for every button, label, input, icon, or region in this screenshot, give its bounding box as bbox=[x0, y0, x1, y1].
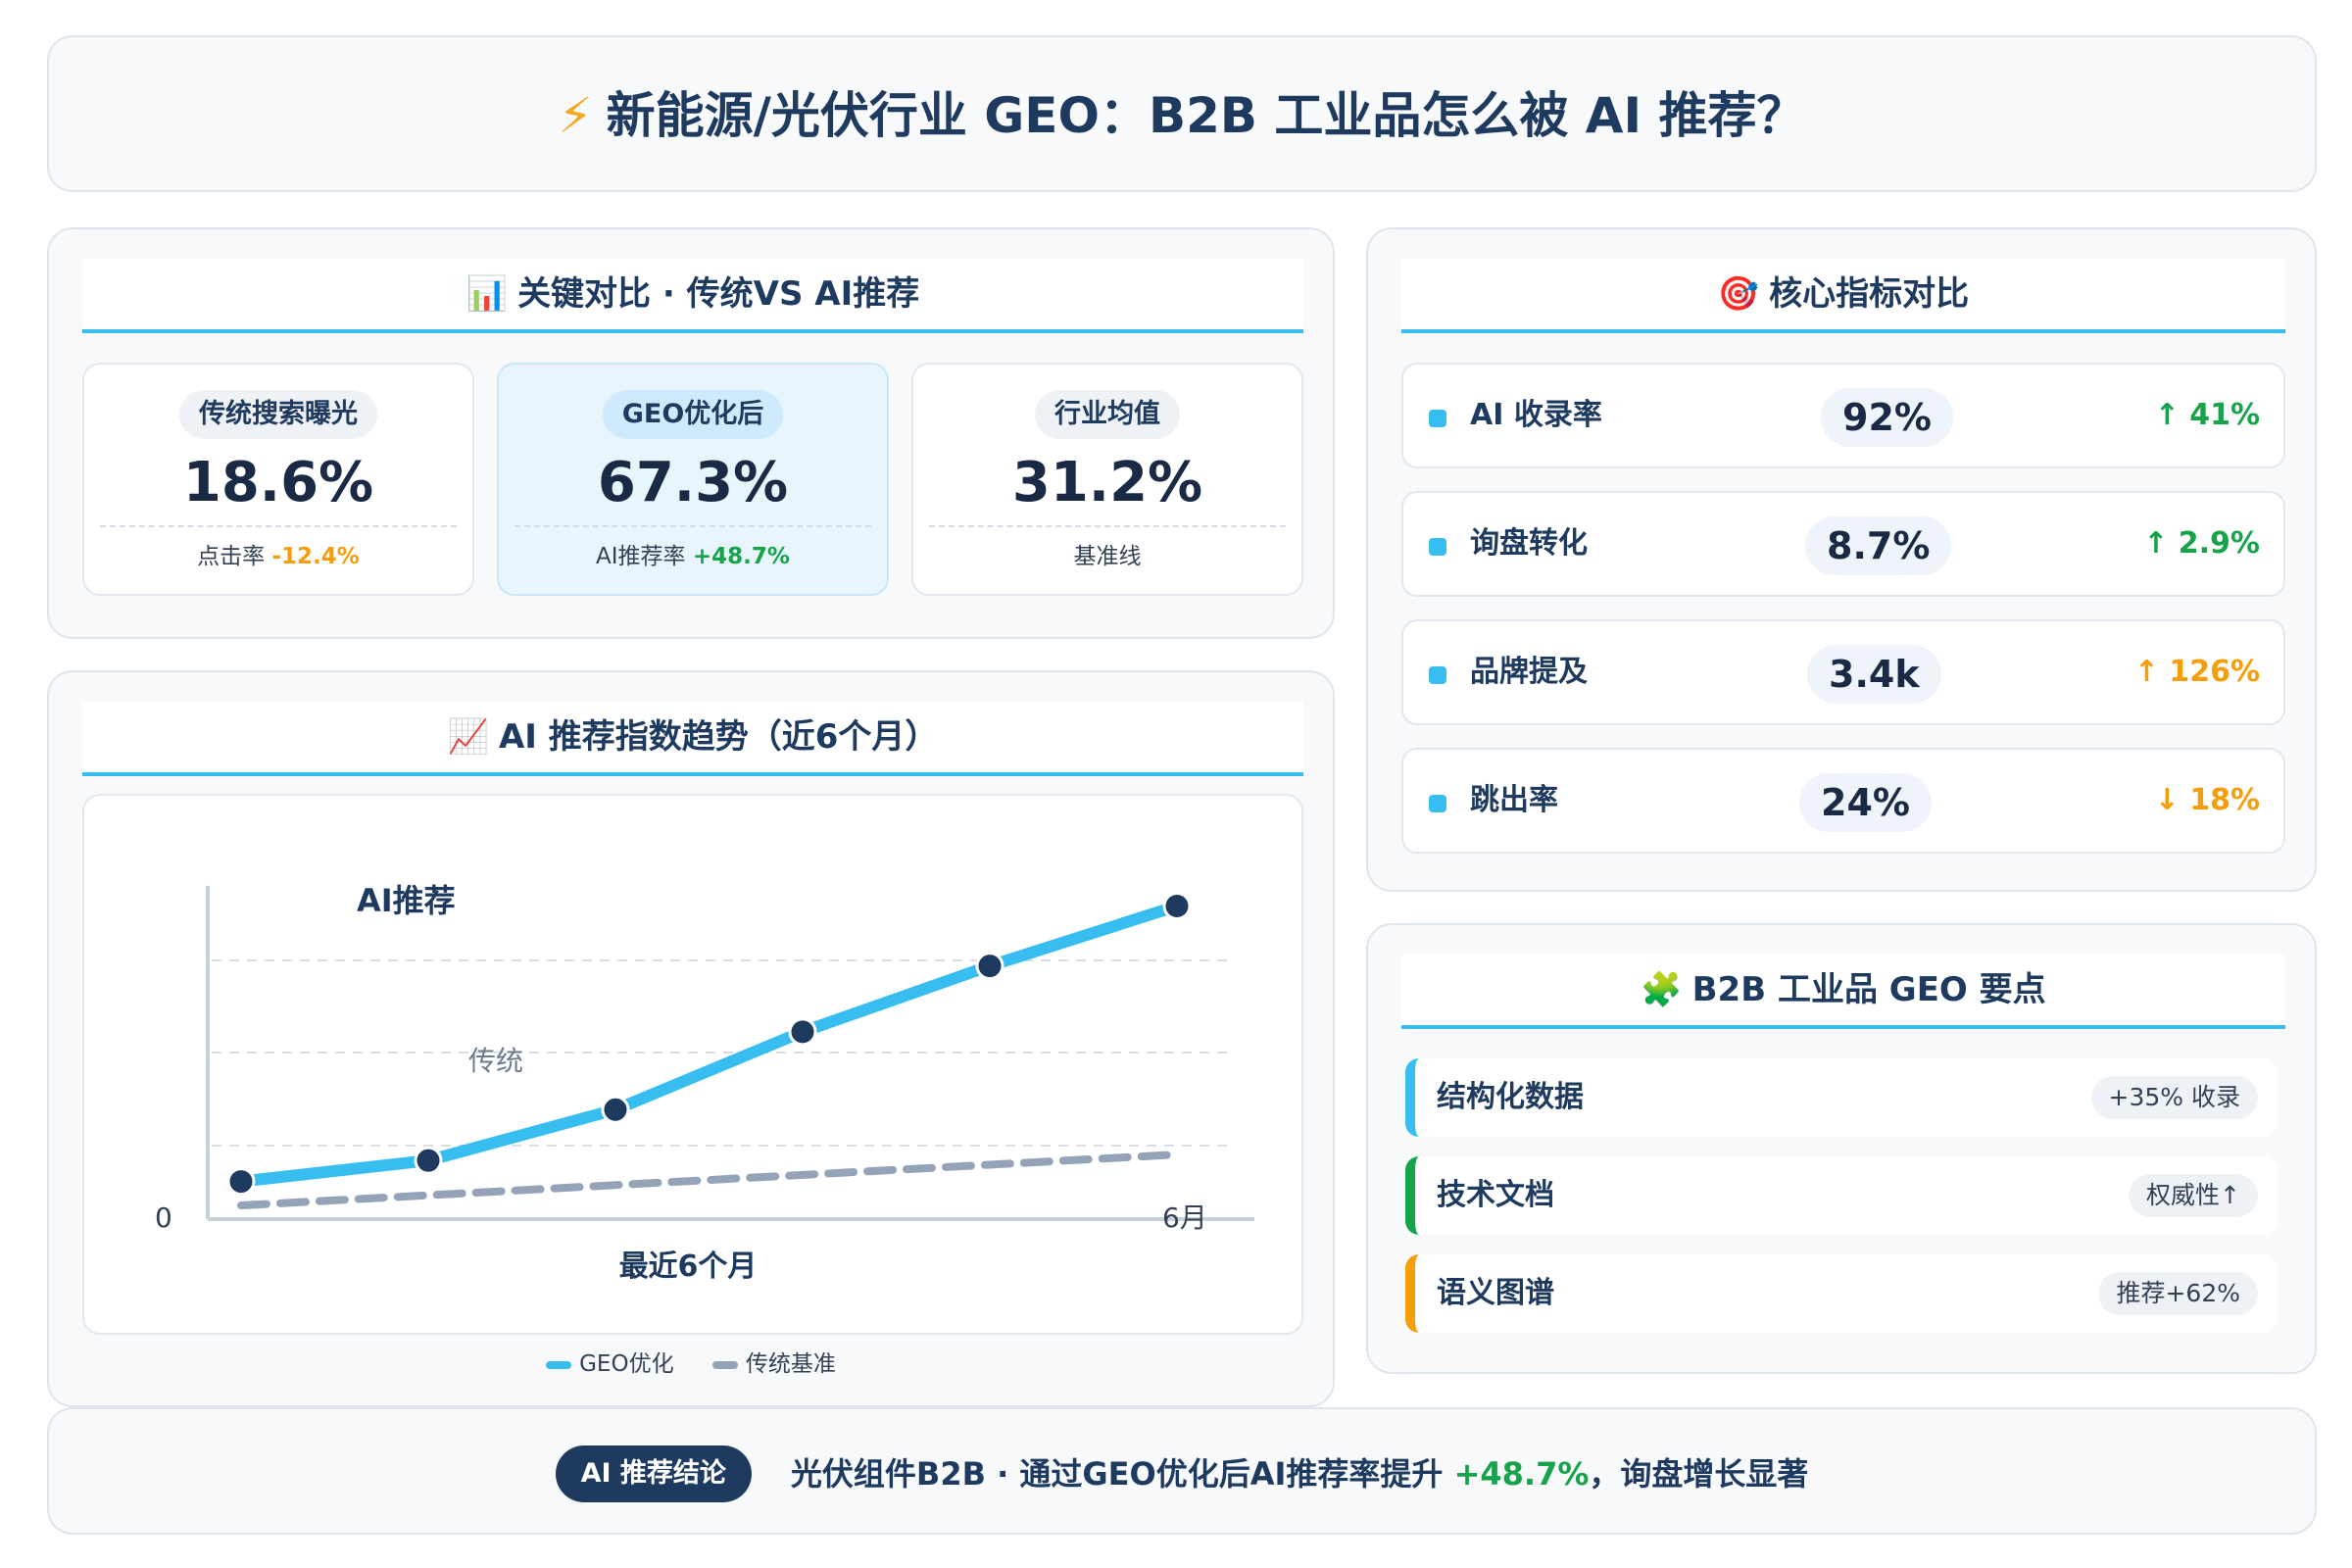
conclusion-text-before: 光伏组件B2B · 通过GEO优化后AI推荐率提升 bbox=[790, 1454, 1454, 1493]
stat-change: +48.7% bbox=[692, 544, 790, 569]
stat-traditional-search: 传统搜索曝光 18.6% 点击率 -12.4% bbox=[82, 363, 474, 596]
legend-swatch-geo bbox=[546, 1360, 572, 1369]
stat-sub: AI推荐率 +48.7% bbox=[499, 537, 887, 570]
stat-divider bbox=[929, 525, 1286, 527]
stat-sub: 基准线 bbox=[1073, 544, 1142, 569]
geo-item-semantic-graph: 语义图谱 推荐+62% bbox=[1405, 1254, 2278, 1333]
metric-change: ↑ 2.9% bbox=[2143, 526, 2260, 561]
page-title-text: 新能源/光伏行业 GEO：B2B 工业品怎么被 AI 推荐？ bbox=[606, 87, 1806, 144]
annotation-ai-label: AI推荐 bbox=[357, 882, 456, 919]
stat-sub: 点击率 -12.4% bbox=[84, 537, 472, 570]
stat-sub-label: 点击率 bbox=[197, 544, 266, 569]
conclusion-card: AI 推荐结论 光伏组件B2B · 通过GEO优化后AI推荐率提升 +48.7%，… bbox=[47, 1407, 2317, 1535]
stat-divider bbox=[514, 525, 871, 527]
metric-row-inquiry-conversion: 询盘转化 8.7% ↑ 2.9% bbox=[1401, 491, 2285, 597]
metrics-title: 核心指标对比 bbox=[1769, 274, 1970, 314]
geo-item-tag: 推荐+62% bbox=[2098, 1272, 2258, 1315]
data-point-geo-1 bbox=[226, 1167, 256, 1197]
chart-box: AI推荐传统 0 6月最近6个月 bbox=[82, 794, 1303, 1335]
geo-item-tech-docs: 技术文档 权威性↑ bbox=[1405, 1156, 2278, 1235]
x-axis-label: 最近6个月 bbox=[619, 1250, 758, 1284]
trend-card: 📈 AI 推荐指数趋势（近6个月） AI推荐传统 0 6月最近6个月 GEO优化 传统… bbox=[47, 670, 1335, 1407]
data-point-geo-5 bbox=[975, 952, 1004, 981]
stat-change: -12.4% bbox=[271, 544, 360, 569]
legend-label: 传统基准 bbox=[745, 1351, 836, 1377]
data-point-geo-2 bbox=[414, 1146, 443, 1175]
metric-value: 8.7% bbox=[1805, 516, 1952, 575]
geo-item-label: 技术文档 bbox=[1437, 1178, 1554, 1212]
stat-value: 18.6% bbox=[182, 451, 374, 514]
series-line-geo bbox=[235, 900, 1183, 1188]
data-point-geo-4 bbox=[788, 1017, 817, 1047]
geo-header: 🧩 B2B 工业品 GEO 要点 bbox=[1401, 955, 2285, 1029]
lightning-icon: ⚡ bbox=[558, 87, 593, 144]
annotation-traditional-label: 传统 bbox=[468, 1045, 523, 1077]
bullet-icon bbox=[1429, 538, 1446, 556]
title-card: ⚡ 新能源/光伏行业 GEO：B2B 工业品怎么被 AI 推荐？ bbox=[47, 35, 2317, 192]
page-title: ⚡ 新能源/光伏行业 GEO：B2B 工业品怎么被 AI 推荐？ bbox=[49, 37, 2315, 194]
y-tick-label: 0 bbox=[155, 1201, 172, 1234]
geo-item-tag: 权威性↑ bbox=[2129, 1174, 2258, 1217]
legend-swatch-traditional bbox=[711, 1360, 738, 1369]
chart-legend: GEO优化 传统基准 bbox=[49, 1345, 1333, 1378]
bullet-icon bbox=[1429, 410, 1446, 427]
stat-industry-average: 行业均值 31.2% 基准线 bbox=[911, 363, 1303, 596]
metric-label: 询盘转化 bbox=[1470, 526, 1588, 561]
metric-label: AI 收录率 bbox=[1470, 398, 1602, 432]
legend-item-traditional: 传统基准 bbox=[711, 1345, 836, 1378]
geo-item-label: 语义图谱 bbox=[1437, 1276, 1554, 1310]
geo-item-label: 结构化数据 bbox=[1437, 1080, 1584, 1114]
stat-geo-optimized: GEO优化后 67.3% AI推荐率 +48.7% bbox=[497, 363, 889, 596]
stat-label: 行业均值 bbox=[1035, 390, 1180, 439]
metric-label: 品牌提及 bbox=[1470, 655, 1588, 689]
stat-label: GEO优化后 bbox=[602, 390, 784, 439]
conclusion-text-after: ，询盘增长显著 bbox=[1589, 1454, 1809, 1493]
compare-card: 📊 关键对比 · 传统VS AI推荐 传统搜索曝光 18.6% 点击率 -12.4… bbox=[47, 227, 1335, 639]
geo-points-card: 🧩 B2B 工业品 GEO 要点 结构化数据 +35% 收录 技术文档 权威性↑ … bbox=[1366, 923, 2317, 1374]
data-point-geo-3 bbox=[601, 1095, 630, 1124]
metric-value: 24% bbox=[1799, 773, 1932, 832]
legend-item-geo: GEO优化 bbox=[546, 1345, 674, 1378]
series-line-traditional bbox=[237, 1151, 1183, 1209]
conclusion-row: AI 推荐结论 光伏组件B2B · 通过GEO优化后AI推荐率提升 +48.7%，… bbox=[49, 1409, 2315, 1537]
geo-title: B2B 工业品 GEO 要点 bbox=[1691, 970, 2046, 1009]
compare-header: 📊 关键对比 · 传统VS AI推荐 bbox=[82, 259, 1303, 333]
bullet-icon bbox=[1429, 795, 1446, 812]
stat-value: 67.3% bbox=[597, 451, 789, 514]
stat-label: 传统搜索曝光 bbox=[179, 390, 377, 439]
metrics-card: 🎯 核心指标对比 AI 收录率 92% ↑ 41% 询盘转化 8.7% ↑ 2.9… bbox=[1366, 227, 2317, 892]
trend-title: AI 推荐指数趋势（近6个月） bbox=[498, 717, 939, 757]
stat-sub-label: AI推荐率 bbox=[596, 544, 686, 569]
metric-value: 92% bbox=[1821, 388, 1953, 447]
bar-chart-icon: 📊 bbox=[466, 274, 509, 314]
metric-change: ↑ 126% bbox=[2133, 655, 2260, 689]
data-point-geo-6 bbox=[1162, 892, 1192, 921]
conclusion-text: 光伏组件B2B · 通过GEO优化后AI推荐率提升 +48.7%，询盘增长显著 bbox=[791, 1410, 1808, 1538]
metric-row-ai-index-rate: AI 收录率 92% ↑ 41% bbox=[1401, 363, 2285, 468]
puzzle-icon: 🧩 bbox=[1641, 970, 1683, 1009]
metric-row-brand-mentions: 品牌提及 3.4k ↑ 126% bbox=[1401, 619, 2285, 725]
metric-row-bounce-rate: 跳出率 24% ↓ 18% bbox=[1401, 748, 2285, 854]
x-tick-label: 6月 bbox=[1162, 1201, 1207, 1234]
line-chart-icon: 📈 bbox=[447, 717, 489, 757]
legend-label: GEO优化 bbox=[579, 1351, 674, 1377]
compare-title: 关键对比 · 传统VS AI推荐 bbox=[517, 274, 920, 314]
conclusion-highlight: +48.7% bbox=[1453, 1454, 1590, 1493]
conclusion-badge: AI 推荐结论 bbox=[555, 1445, 752, 1502]
metric-change: ↑ 41% bbox=[2154, 398, 2260, 432]
stat-divider bbox=[100, 525, 457, 527]
geo-item-tag: +35% 收录 bbox=[2090, 1076, 2258, 1119]
bullet-icon bbox=[1429, 666, 1446, 684]
metric-value: 3.4k bbox=[1807, 645, 1941, 704]
metrics-header: 🎯 核心指标对比 bbox=[1401, 259, 2285, 333]
stat-value: 31.2% bbox=[1011, 451, 1203, 514]
metric-change: ↓ 18% bbox=[2154, 783, 2260, 817]
trend-header: 📈 AI 推荐指数趋势（近6个月） bbox=[82, 702, 1303, 776]
target-icon: 🎯 bbox=[1717, 274, 1760, 314]
metric-label: 跳出率 bbox=[1470, 783, 1558, 817]
geo-item-structured-data: 结构化数据 +35% 收录 bbox=[1405, 1058, 2278, 1137]
